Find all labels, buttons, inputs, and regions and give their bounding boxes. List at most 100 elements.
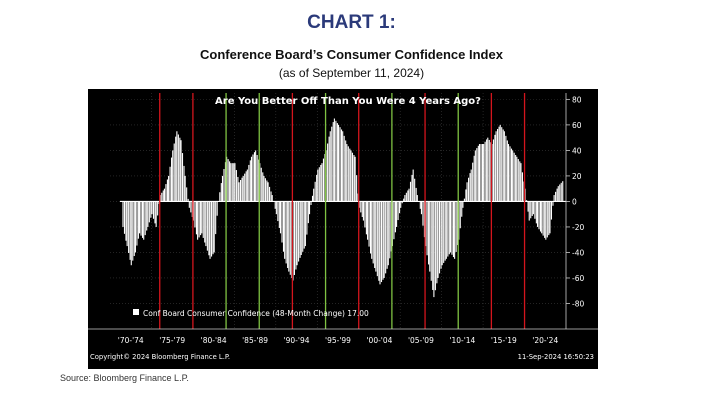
data-bar bbox=[428, 201, 430, 265]
data-bar bbox=[478, 144, 481, 202]
data-bar bbox=[409, 181, 412, 202]
y-tick-label: -80 bbox=[572, 299, 584, 308]
data-bar bbox=[454, 201, 456, 259]
data-bar bbox=[419, 201, 421, 209]
data-bar bbox=[506, 140, 508, 202]
data-bar bbox=[140, 201, 142, 236]
data-bar bbox=[204, 201, 206, 243]
data-bar bbox=[166, 179, 168, 202]
data-bar bbox=[389, 201, 391, 259]
data-bar bbox=[304, 201, 306, 247]
data-bar bbox=[362, 201, 364, 221]
data-bar bbox=[433, 201, 435, 298]
data-bar bbox=[476, 148, 478, 202]
data-bar bbox=[248, 164, 250, 202]
data-bar bbox=[550, 201, 553, 220]
data-bar bbox=[399, 201, 401, 214]
data-bar bbox=[473, 155, 475, 202]
data-bar bbox=[220, 183, 222, 202]
data-bar bbox=[509, 146, 511, 202]
data-bar bbox=[154, 201, 156, 224]
data-bar bbox=[539, 201, 542, 232]
data-bar bbox=[298, 201, 300, 262]
data-bar bbox=[269, 186, 271, 202]
data-bar bbox=[527, 201, 529, 212]
data-bar bbox=[353, 154, 355, 202]
data-bar bbox=[364, 201, 366, 228]
data-bar bbox=[530, 201, 532, 219]
chart-background bbox=[88, 89, 598, 369]
data-bar bbox=[448, 201, 450, 255]
data-bar bbox=[122, 201, 124, 227]
data-bar bbox=[408, 188, 410, 202]
data-bar bbox=[307, 201, 309, 224]
data-bar bbox=[375, 201, 377, 272]
data-bar bbox=[426, 201, 428, 256]
data-bar bbox=[161, 192, 163, 202]
data-bar bbox=[295, 201, 297, 270]
data-bar bbox=[415, 187, 417, 202]
data-bar bbox=[466, 182, 468, 202]
data-bar bbox=[541, 201, 543, 234]
y-tick-label: 60 bbox=[572, 121, 582, 130]
data-bar bbox=[470, 169, 472, 202]
data-bar bbox=[274, 201, 276, 209]
data-bar bbox=[347, 146, 349, 202]
data-bar bbox=[379, 201, 381, 285]
data-bar bbox=[445, 201, 447, 259]
data-bar bbox=[538, 201, 540, 230]
data-bar bbox=[227, 159, 229, 202]
data-bar bbox=[378, 201, 380, 281]
data-bar bbox=[233, 163, 235, 202]
legend-label: Conf Board Consumer Confidence (48-Month… bbox=[143, 309, 369, 318]
data-bar bbox=[437, 201, 439, 278]
data-bar bbox=[498, 126, 500, 202]
data-bar bbox=[449, 201, 452, 253]
data-bar bbox=[275, 201, 277, 215]
data-bar bbox=[293, 201, 295, 276]
data-bar bbox=[208, 201, 210, 256]
data-bar bbox=[126, 201, 128, 247]
data-bar bbox=[271, 195, 273, 202]
data-bar bbox=[531, 201, 533, 216]
data-bar bbox=[316, 174, 318, 202]
data-bar bbox=[387, 201, 389, 266]
data-bar bbox=[452, 201, 455, 258]
data-bar bbox=[488, 139, 490, 202]
data-bar bbox=[285, 201, 287, 264]
copyright-text: Copyright© 2024 Bloomberg Finance L.P. bbox=[90, 353, 230, 361]
data-bar bbox=[134, 201, 136, 253]
data-bar bbox=[477, 145, 479, 202]
data-bar bbox=[474, 150, 476, 202]
data-bar bbox=[447, 201, 449, 257]
chart-inner-title: Are You Better Off Than You Were 4 Years… bbox=[215, 96, 481, 107]
data-bar bbox=[412, 169, 414, 202]
data-bar bbox=[173, 143, 175, 202]
data-bar bbox=[321, 163, 323, 202]
data-bar bbox=[528, 201, 530, 221]
data-bar bbox=[499, 124, 501, 202]
data-bar bbox=[234, 163, 236, 202]
data-bar bbox=[407, 190, 409, 202]
data-bar bbox=[501, 127, 503, 202]
data-bar bbox=[250, 156, 253, 202]
data-bar bbox=[361, 201, 363, 217]
data-bar bbox=[350, 150, 352, 202]
data-bar bbox=[562, 181, 564, 202]
data-bar bbox=[480, 144, 482, 202]
data-bar bbox=[542, 201, 544, 236]
data-bar bbox=[252, 154, 254, 202]
data-bar bbox=[484, 141, 486, 202]
data-bar bbox=[465, 189, 467, 202]
data-bar bbox=[180, 140, 182, 202]
data-bar bbox=[266, 180, 268, 202]
data-bar bbox=[219, 192, 221, 202]
y-tick-label: 0 bbox=[572, 197, 577, 206]
data-bar bbox=[198, 201, 200, 238]
x-tick-label: '70-'74 bbox=[118, 336, 144, 345]
data-bar bbox=[327, 143, 329, 202]
data-bar bbox=[249, 160, 251, 202]
data-bar bbox=[179, 137, 181, 202]
data-bar bbox=[516, 156, 518, 202]
data-bar bbox=[143, 201, 145, 240]
